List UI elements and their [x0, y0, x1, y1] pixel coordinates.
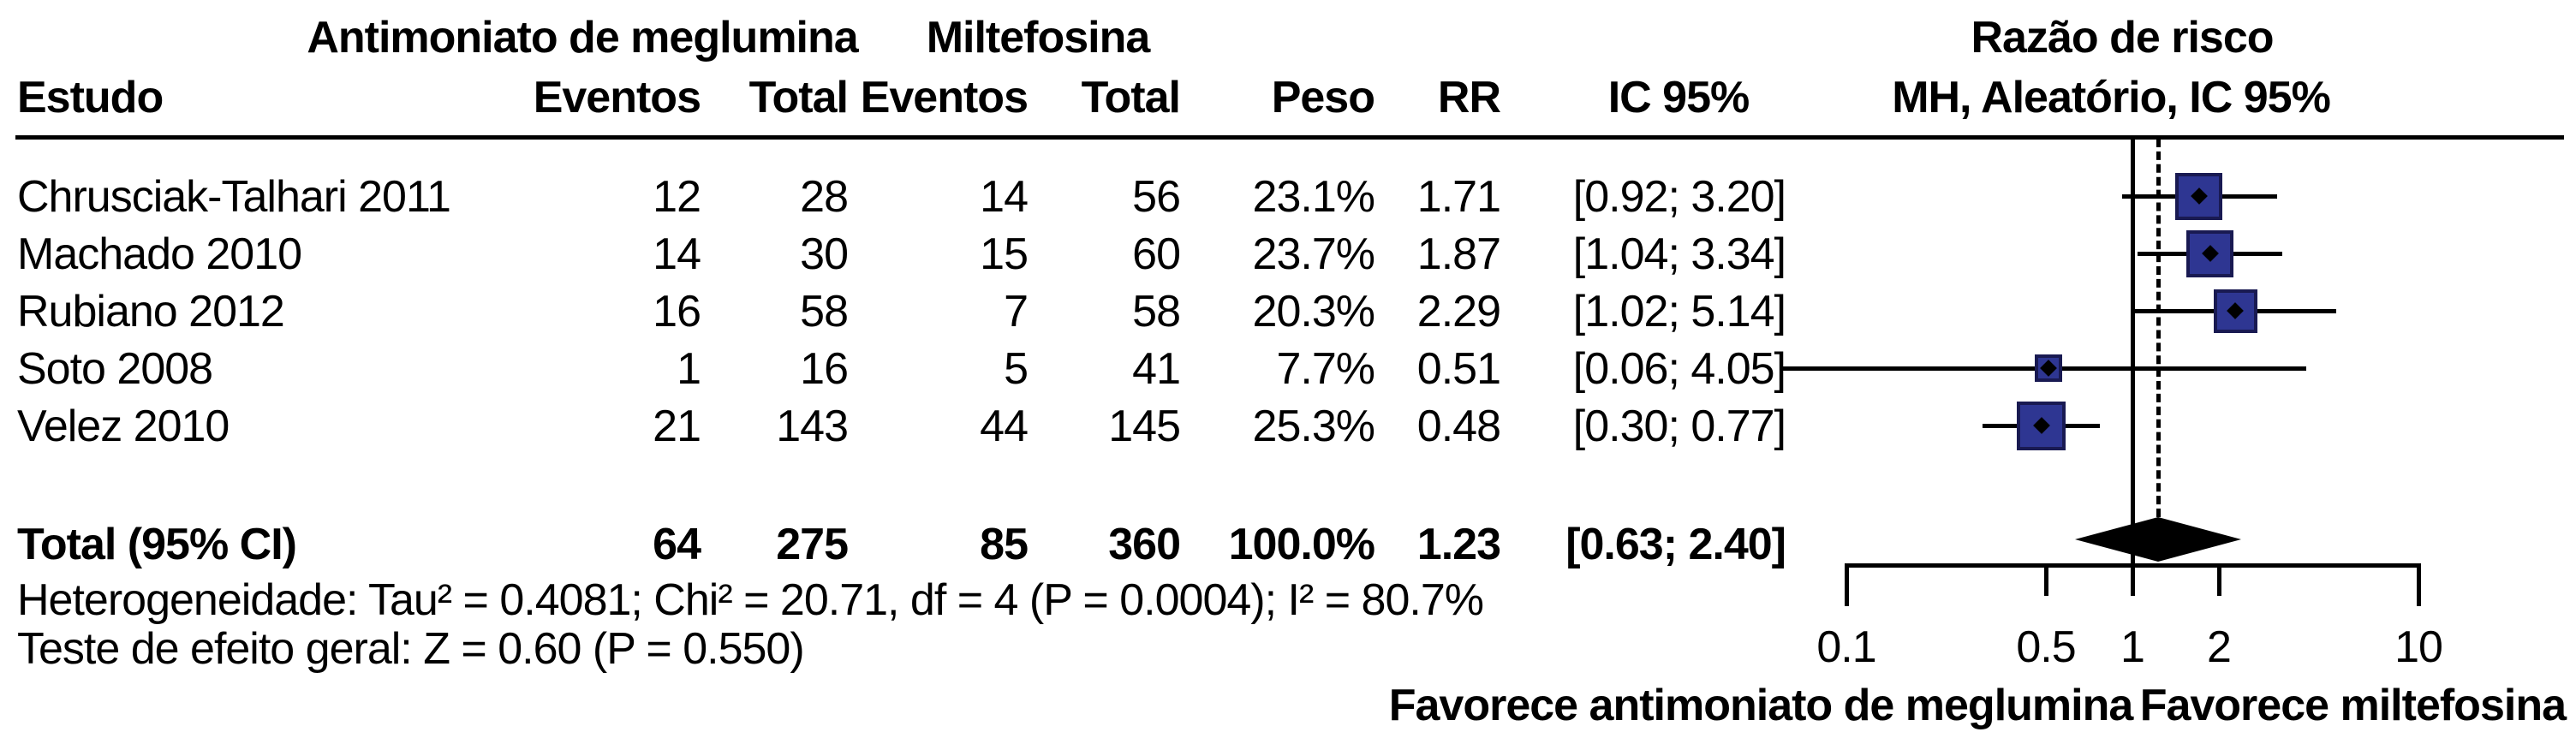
- weight-value: 23.1%: [1252, 172, 1375, 222]
- study-row: Machado 2010 14 30 15 60 23.7% 1.87 [1.0…: [0, 230, 2576, 280]
- axis-tick: [2131, 563, 2135, 596]
- ci-value: [0.30; 0.77]: [1572, 402, 1786, 451]
- study-name: Velez 2010: [17, 402, 230, 451]
- total-control-value: 60: [1132, 229, 1181, 279]
- total-control-value: 41: [1132, 344, 1181, 394]
- events-treatment-value: 21: [653, 402, 701, 451]
- study-name: Machado 2010: [17, 229, 302, 279]
- events-control-value: 5: [1004, 344, 1029, 394]
- favor-right-label: Favorece miltefosina: [2139, 681, 2567, 730]
- axis-tick-label: 1: [2120, 622, 2145, 672]
- group-header-control: Miltefosina: [926, 13, 1151, 62]
- header-row-columns: Estudo Eventos Total Eventos Total Peso …: [0, 74, 2576, 123]
- axis-tick-label: 2: [2207, 622, 2232, 672]
- col-header-study: Estudo: [17, 73, 164, 122]
- col-header-total-control: Total: [1081, 73, 1181, 122]
- favor-left-label: Favorece antimoniato de meglumina: [1388, 681, 2134, 730]
- total-treatment-value: 30: [800, 229, 849, 279]
- col-header-rr: RR: [1437, 73, 1501, 122]
- axis-tick: [1845, 563, 1849, 606]
- total-row: Total (95% CI) 64 275 85 360 100.0% 1.23…: [0, 521, 2576, 570]
- header-row-groups: Antimoniato de meglumina Miltefosina Raz…: [0, 14, 2576, 63]
- total-control-value: 145: [1108, 402, 1181, 451]
- total-control-value: 58: [1132, 287, 1181, 336]
- rr-value: 0.51: [1416, 344, 1501, 394]
- effect-square: [2214, 289, 2257, 333]
- total-ci: [0.63; 2.40]: [1565, 520, 1786, 569]
- plot-header-model: MH, Aleatório, IC 95%: [1892, 73, 2331, 122]
- weight-value: 7.7%: [1276, 344, 1375, 394]
- ci-value: [0.06; 4.05]: [1572, 344, 1786, 394]
- total-rr: 1.23: [1416, 520, 1501, 569]
- total-treatment-value: 143: [776, 402, 849, 451]
- axis-tick-label: 0.5: [2016, 622, 2076, 672]
- events-treatment-value: 14: [653, 229, 701, 279]
- weight-value: 20.3%: [1252, 287, 1375, 336]
- rr-value: 1.87: [1416, 229, 1501, 279]
- total-label: Total (95% CI): [17, 520, 297, 569]
- events-control-value: 14: [980, 172, 1029, 222]
- weight-value: 23.7%: [1252, 229, 1375, 279]
- total-weight: 100.0%: [1228, 520, 1375, 569]
- events-treatment-value: 16: [653, 287, 701, 336]
- heterogeneity-text: Heterogeneidade: Tau² = 0.4081; Chi² = 2…: [17, 575, 1484, 625]
- axis-tick: [2417, 563, 2421, 606]
- weight-value: 25.3%: [1252, 402, 1375, 451]
- rr-value: 2.29: [1416, 287, 1501, 336]
- total-control-value: 56: [1132, 172, 1181, 222]
- header-rule: [15, 135, 2564, 140]
- events-treatment-value: 12: [653, 172, 701, 222]
- total-treatment-value: 16: [800, 344, 849, 394]
- overall-test-text: Teste de efeito geral: Z = 0.60 (P = 0.5…: [17, 624, 805, 674]
- axis-tick-label: 0.1: [1816, 622, 1876, 672]
- total-events-control: 85: [980, 520, 1029, 569]
- col-header-events-control: Eventos: [860, 73, 1029, 122]
- study-row: Velez 2010 21 143 44 145 25.3% 0.48 [0.3…: [0, 402, 2576, 452]
- total-treatment-value: 28: [800, 172, 849, 222]
- col-header-ci: IC 95%: [1607, 73, 1750, 122]
- events-control-value: 44: [980, 402, 1029, 451]
- group-header-treatment: Antimoniato de meglumina: [307, 13, 858, 62]
- rr-value: 1.71: [1416, 172, 1501, 222]
- study-name: Chrusciak-Talhari 2011: [17, 172, 451, 222]
- axis-tick: [2044, 563, 2048, 596]
- axis-tick-label: 10: [2394, 622, 2443, 672]
- events-control-value: 7: [1004, 287, 1029, 336]
- study-name: Rubiano 2012: [17, 287, 285, 336]
- study-row: Soto 2008 1 16 5 41 7.7% 0.51 [0.06; 4.0…: [0, 345, 2576, 395]
- total-events-treatment: 64: [653, 520, 701, 569]
- plot-header-effect: Razão de risco: [1971, 13, 2274, 62]
- total-total-control: 360: [1108, 520, 1181, 569]
- study-row: Chrusciak-Talhari 2011 12 28 14 56 23.1%…: [0, 173, 2576, 223]
- pooled-estimate-line: [2156, 139, 2161, 517]
- col-header-events-treatment: Eventos: [533, 73, 701, 122]
- col-header-total-treatment: Total: [748, 73, 849, 122]
- rr-value: 0.48: [1416, 402, 1501, 451]
- study-name: Soto 2008: [17, 344, 213, 394]
- study-row: Rubiano 2012 16 58 7 58 20.3% 2.29 [1.02…: [0, 288, 2576, 337]
- col-header-weight: Peso: [1271, 73, 1375, 122]
- pooled-diamond: [2075, 517, 2241, 562]
- ci-value: [1.04; 3.34]: [1572, 229, 1786, 279]
- ci-value: [0.92; 3.20]: [1572, 172, 1786, 222]
- events-treatment-value: 1: [677, 344, 701, 394]
- axis-tick: [2217, 563, 2221, 596]
- total-treatment-value: 58: [800, 287, 849, 336]
- ci-value: [1.02; 5.14]: [1572, 287, 1786, 336]
- events-control-value: 15: [980, 229, 1029, 279]
- total-total-treatment: 275: [776, 520, 849, 569]
